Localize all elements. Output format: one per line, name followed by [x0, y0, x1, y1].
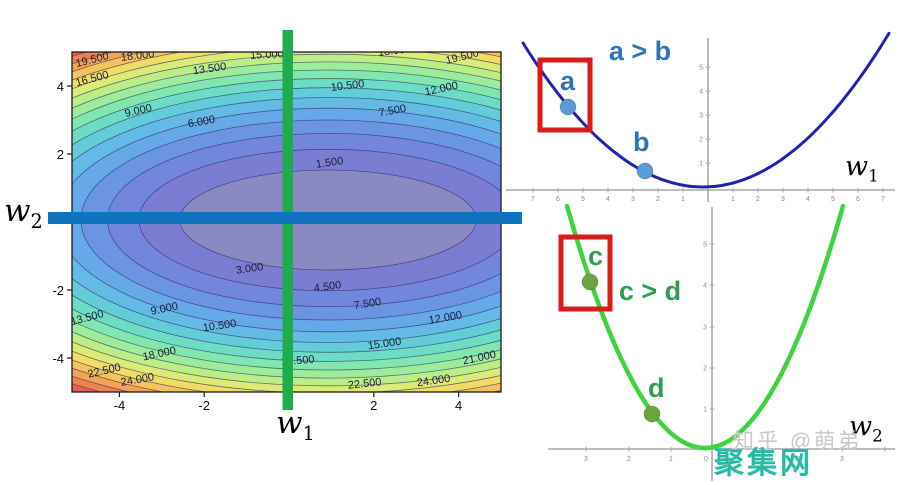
- axis-tick-label: 2: [703, 366, 707, 373]
- axis-tick-label: 4: [703, 283, 707, 290]
- contour-label: 10.500: [330, 78, 365, 94]
- axis-tick-label: 2: [627, 456, 631, 463]
- axis-tick-label: 4: [606, 196, 610, 203]
- axis-tick-label: 1: [699, 161, 703, 168]
- contour-label: 9.000: [150, 300, 179, 317]
- contour-x-tick: 2: [370, 398, 377, 413]
- contour-label: 6.000: [187, 114, 216, 131]
- highlight-box-a: [537, 57, 593, 133]
- w1-loss-curve: [521, 31, 891, 189]
- watermark-credit: 知乎 @萌弟: [733, 430, 863, 453]
- axis-tick-label: 2: [699, 137, 703, 144]
- contour-label: 10.500: [202, 318, 237, 335]
- point-a: [559, 98, 577, 116]
- axis-tick-label: 1: [681, 196, 685, 203]
- axis-tick-label: 3: [840, 456, 844, 463]
- axis-tick-label: 7: [881, 196, 885, 203]
- contour-y-tick: -4: [52, 351, 64, 366]
- axis-tick-label: 5: [581, 196, 585, 203]
- point-label-c: c: [588, 241, 604, 271]
- axis-tick-label: 6: [556, 196, 560, 203]
- w2-loss-plot: 3 2 1 0 1 2 3 5 4 3 2 1: [548, 203, 895, 481]
- axis-tick-label: 5: [699, 65, 703, 72]
- contour-label: 18.000: [377, 43, 412, 59]
- annotation-a-gt-b: a > b: [608, 36, 672, 66]
- w2-panel-xlabel: w2: [849, 411, 883, 446]
- contour-x-tick: 4: [455, 398, 462, 413]
- point-b: [636, 162, 654, 180]
- axis-tick-label: 7: [531, 196, 535, 203]
- axis-tick-label: 3: [584, 456, 588, 463]
- contour-ylabel: w2: [4, 193, 43, 234]
- point-d: [643, 405, 661, 423]
- axis-tick-label: 1: [731, 196, 735, 203]
- point-c: [581, 273, 599, 291]
- point-label-a: a: [560, 66, 576, 96]
- annotation-c-gt-d: c > d: [618, 276, 682, 306]
- watermark-site: 聚集网: [714, 447, 813, 480]
- contour-y-tick: 2: [57, 147, 64, 162]
- axis-tick-label: 4: [699, 89, 703, 96]
- contour-label: 1.500: [315, 155, 344, 171]
- w1-panel-xlabel: w1: [845, 151, 879, 186]
- axis-tick-label: 6: [856, 196, 860, 203]
- contour-xlabel: w1: [276, 405, 315, 446]
- contour-x-tick: -2: [198, 398, 210, 413]
- axis-tick-label: 1: [703, 407, 707, 414]
- axis-tick-label: 5: [703, 242, 707, 249]
- contour-label: 12.000: [428, 309, 463, 327]
- axis-tick-label: 1: [755, 456, 759, 463]
- axis-tick-label: 2: [797, 456, 801, 463]
- contour-label: 22.500: [347, 376, 382, 391]
- contour-label: 7.500: [378, 103, 407, 120]
- contour-label: 24.000: [416, 373, 451, 390]
- w2-loss-curve: [564, 203, 846, 451]
- contour-x-tick: -4: [114, 398, 126, 413]
- contour-label: 3.000: [235, 261, 264, 277]
- w1-loss-plot: 7 6 5 4 3 2 1 1 2 3 4 5 6 7 5 4 3 2 1: [506, 31, 895, 203]
- axis-tick-label: 4: [806, 196, 810, 203]
- axis-tick-label: 3: [631, 196, 635, 203]
- contour-label: 13.500: [192, 61, 227, 78]
- axis-tick-label: 0: [704, 456, 708, 463]
- point-label-b: b: [633, 127, 650, 157]
- contour-label: 4.500: [313, 279, 342, 295]
- axis-tick-label: 2: [756, 196, 760, 203]
- highlight-box-c: [558, 234, 613, 312]
- contour-label: 15.000: [250, 48, 284, 62]
- axis-tick-label: 3: [703, 325, 707, 332]
- axis-tick-label: 2: [656, 196, 660, 203]
- axis-tick-label: 3: [699, 113, 703, 120]
- contour-y-tick: 4: [57, 79, 64, 94]
- contour-y-tick: -2: [52, 283, 64, 298]
- w2-slice-line: [48, 212, 522, 224]
- contour-label: 7.500: [353, 296, 382, 312]
- point-label-d: d: [648, 373, 665, 403]
- contour-label: 24.000: [120, 371, 155, 389]
- axis-tick-label: 1: [669, 456, 673, 463]
- contour-label: 15.000: [367, 336, 402, 353]
- axis-tick-label: 5: [831, 196, 835, 203]
- axis-tick-label: 3: [781, 196, 785, 203]
